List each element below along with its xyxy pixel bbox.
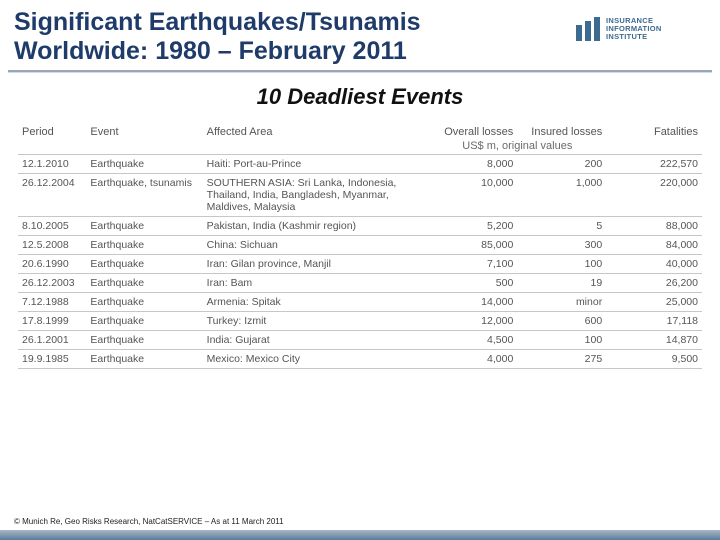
cell-insured: 275 (517, 349, 606, 368)
cell-fatal: 9,500 (606, 349, 702, 368)
col-fatalities: Fatalities (606, 122, 702, 140)
table-row: 26.1.2001EarthquakeIndia: Gujarat4,50010… (18, 330, 702, 349)
cell-insured: 100 (517, 330, 606, 349)
table-row: 20.6.1990EarthquakeIran: Gilan province,… (18, 254, 702, 273)
cell-event: Earthquake (86, 273, 202, 292)
cell-area: SOUTHERN ASIA: Sri Lanka, Indonesia, Tha… (203, 173, 429, 216)
events-table-wrap: Period Event Affected Area Overall losse… (18, 122, 702, 369)
slide-subtitle: 10 Deadliest Events (0, 84, 720, 110)
units-label: US$ m, original values (428, 140, 606, 155)
cell-event: Earthquake (86, 235, 202, 254)
cell-period: 20.6.1990 (18, 254, 86, 273)
table-row: 12.5.2008EarthquakeChina: Sichuan85,0003… (18, 235, 702, 254)
iii-logo: INSURANCE INFORMATION INSTITUTE (576, 10, 706, 48)
cell-period: 8.10.2005 (18, 216, 86, 235)
table-row: 26.12.2003EarthquakeIran: Bam5001926,200 (18, 273, 702, 292)
table-body: 12.1.2010EarthquakeHaiti: Port-au-Prince… (18, 154, 702, 368)
cell-event: Earthquake (86, 311, 202, 330)
cell-area: China: Sichuan (203, 235, 429, 254)
cell-insured: 19 (517, 273, 606, 292)
cell-fatal: 220,000 (606, 173, 702, 216)
col-period: Period (18, 122, 86, 140)
cell-period: 7.12.1988 (18, 292, 86, 311)
col-overall: Overall losses (428, 122, 517, 140)
col-insured: Insured losses (517, 122, 606, 140)
cell-overall: 10,000 (428, 173, 517, 216)
cell-event: Earthquake (86, 154, 202, 173)
iii-logo-text: INSURANCE INFORMATION INSTITUTE (606, 17, 662, 42)
cell-overall: 4,000 (428, 349, 517, 368)
cell-area: Iran: Gilan province, Manjil (203, 254, 429, 273)
cell-period: 26.12.2003 (18, 273, 86, 292)
cell-overall: 4,500 (428, 330, 517, 349)
cell-event: Earthquake (86, 254, 202, 273)
slide-header: Significant Earthquakes/Tsunamis Worldwi… (0, 0, 720, 70)
cell-area: Mexico: Mexico City (203, 349, 429, 368)
cell-event: Earthquake (86, 216, 202, 235)
events-table: Period Event Affected Area Overall losse… (18, 122, 702, 369)
table-subheader-row: US$ m, original values (18, 140, 702, 155)
cell-fatal: 17,118 (606, 311, 702, 330)
cell-insured: 100 (517, 254, 606, 273)
table-row: 19.9.1985EarthquakeMexico: Mexico City4,… (18, 349, 702, 368)
cell-fatal: 14,870 (606, 330, 702, 349)
cell-period: 26.12.2004 (18, 173, 86, 216)
title-line-2: Worldwide: 1980 – February 2011 (14, 37, 407, 65)
table-row: 26.12.2004Earthquake, tsunamisSOUTHERN A… (18, 173, 702, 216)
cell-area: Pakistan, India (Kashmir region) (203, 216, 429, 235)
cell-event: Earthquake (86, 330, 202, 349)
table-row: 7.12.1988EarthquakeArmenia: Spitak14,000… (18, 292, 702, 311)
cell-overall: 8,000 (428, 154, 517, 173)
col-event: Event (86, 122, 202, 140)
cell-overall: 500 (428, 273, 517, 292)
cell-insured: 600 (517, 311, 606, 330)
table-row: 17.8.1999EarthquakeTurkey: Izmit12,00060… (18, 311, 702, 330)
cell-insured: 300 (517, 235, 606, 254)
cell-period: 17.8.1999 (18, 311, 86, 330)
logo-line-3: INSTITUTE (606, 32, 647, 41)
cell-period: 26.1.2001 (18, 330, 86, 349)
cell-overall: 5,200 (428, 216, 517, 235)
cell-area: Iran: Bam (203, 273, 429, 292)
cell-area: Armenia: Spitak (203, 292, 429, 311)
cell-area: India: Gujarat (203, 330, 429, 349)
cell-fatal: 222,570 (606, 154, 702, 173)
cell-insured: minor (517, 292, 606, 311)
iii-logo-mark-icon (576, 17, 600, 41)
cell-area: Haiti: Port-au-Prince (203, 154, 429, 173)
title-line-1: Significant Earthquakes/Tsunamis (14, 8, 421, 36)
cell-overall: 7,100 (428, 254, 517, 273)
cell-overall: 85,000 (428, 235, 517, 254)
slide-footer: © Munich Re, Geo Risks Research, NatCatS… (0, 517, 720, 540)
cell-period: 12.1.2010 (18, 154, 86, 173)
cell-event: Earthquake (86, 349, 202, 368)
cell-event: Earthquake, tsunamis (86, 173, 202, 216)
table-head: Period Event Affected Area Overall losse… (18, 122, 702, 155)
cell-area: Turkey: Izmit (203, 311, 429, 330)
source-footnote: © Munich Re, Geo Risks Research, NatCatS… (0, 517, 720, 530)
cell-fatal: 88,000 (606, 216, 702, 235)
cell-insured: 5 (517, 216, 606, 235)
cell-fatal: 26,200 (606, 273, 702, 292)
cell-fatal: 40,000 (606, 254, 702, 273)
cell-overall: 12,000 (428, 311, 517, 330)
table-header-row: Period Event Affected Area Overall losse… (18, 122, 702, 140)
cell-fatal: 25,000 (606, 292, 702, 311)
table-row: 8.10.2005EarthquakePakistan, India (Kash… (18, 216, 702, 235)
cell-fatal: 84,000 (606, 235, 702, 254)
cell-insured: 1,000 (517, 173, 606, 216)
cell-event: Earthquake (86, 292, 202, 311)
cell-period: 19.9.1985 (18, 349, 86, 368)
cell-period: 12.5.2008 (18, 235, 86, 254)
cell-insured: 200 (517, 154, 606, 173)
cell-overall: 14,000 (428, 292, 517, 311)
table-row: 12.1.2010EarthquakeHaiti: Port-au-Prince… (18, 154, 702, 173)
title-underline (8, 70, 712, 73)
footer-bar (0, 530, 720, 540)
col-area: Affected Area (203, 122, 429, 140)
